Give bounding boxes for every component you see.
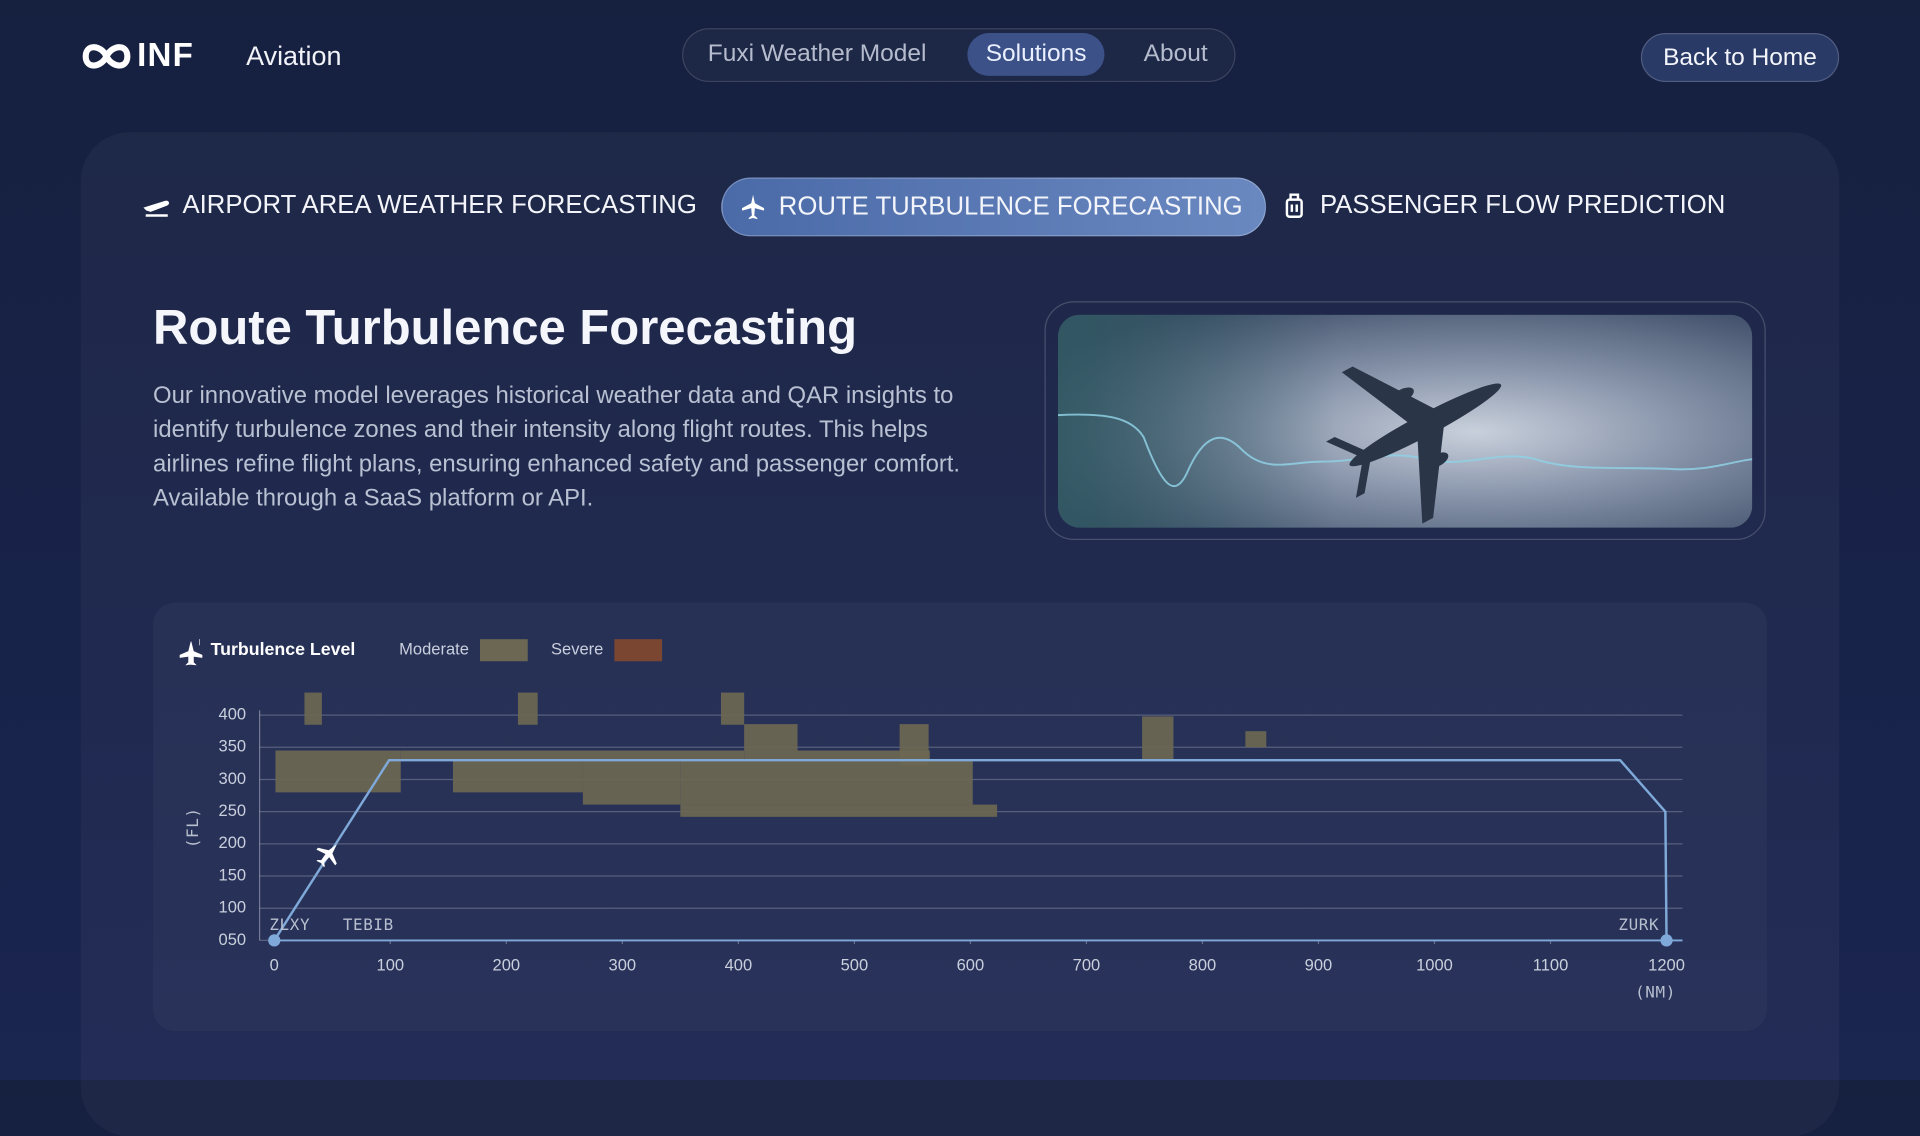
x-tick-label: 1200 xyxy=(1648,955,1685,974)
legend-label: Severe xyxy=(551,640,603,659)
x-tick-label: 200 xyxy=(493,955,521,974)
turbulence-box xyxy=(400,750,745,761)
turbulence-box xyxy=(720,692,745,725)
turbulence-box xyxy=(1245,731,1267,748)
x-tick-label: 500 xyxy=(841,955,869,974)
tab-label: PASSENGER FLOW PREDICTION xyxy=(1320,191,1726,220)
turbulence-box xyxy=(452,760,583,793)
tab-label: AIRPORT AREA WEATHER FORECASTING xyxy=(182,191,697,220)
back-button[interactable]: Back to Home xyxy=(1640,33,1840,83)
y-axis-label: (FL) xyxy=(183,807,202,848)
y-tick-label: 150 xyxy=(219,865,247,884)
y-tick-label: 300 xyxy=(219,769,247,788)
x-tick-label: 100 xyxy=(377,955,405,974)
x-tick-label: 1100 xyxy=(1533,955,1569,974)
icon xyxy=(742,194,765,220)
turbulence-box xyxy=(582,760,681,805)
logo[interactable]: INF xyxy=(81,37,194,75)
y-tick-label: 100 xyxy=(219,898,247,917)
legend-label: Moderate xyxy=(399,640,469,659)
x-tick-label: 900 xyxy=(1305,955,1333,974)
nav-item[interactable]: About xyxy=(1143,40,1208,68)
turbulence-box xyxy=(517,692,538,725)
waypoint-label: ZLXY xyxy=(269,915,310,934)
y-tick-label: 050 xyxy=(219,930,247,949)
x-tick-label: 1000 xyxy=(1416,955,1453,974)
turbulence-box xyxy=(899,724,929,766)
logo-text: INF xyxy=(137,36,195,74)
y-tick-label: 400 xyxy=(219,704,247,723)
image-frame xyxy=(1044,301,1766,541)
legend-icon xyxy=(179,639,203,666)
turbulence-box xyxy=(275,750,401,793)
page: INF Aviation Fuxi Weather Model Solution… xyxy=(0,0,1920,1080)
turbulence-box xyxy=(304,692,322,725)
legend-title: Turbulence Level xyxy=(211,639,356,659)
logo-mark xyxy=(82,43,131,68)
tab-active[interactable]: ROUTE TURBULENCE FORECASTING xyxy=(721,177,1266,237)
x-tick-label: 700 xyxy=(1073,955,1101,974)
y-tick-label: 250 xyxy=(219,801,247,820)
tab[interactable]: PASSENGER FLOW PREDICTION xyxy=(1281,178,1725,234)
route-line xyxy=(273,758,1668,942)
x-tick-label: 800 xyxy=(1189,955,1217,974)
turbulence-box xyxy=(744,750,930,761)
section-title: Route Turbulence Forecasting xyxy=(153,301,858,356)
x-tick-label: 600 xyxy=(957,955,985,974)
turbulence-box xyxy=(1142,716,1174,761)
turbulence-box xyxy=(744,724,798,751)
brand: Aviation xyxy=(246,40,342,72)
tab[interactable]: AIRPORT AREA WEATHER FORECASTING xyxy=(143,178,697,234)
hero-image xyxy=(1057,314,1753,528)
section-body: Our innovative model leverages historica… xyxy=(153,382,961,512)
route-endpoint xyxy=(268,934,281,947)
plane-icon xyxy=(316,844,337,868)
x-tick-label: 0 xyxy=(270,955,279,974)
x-tick-label: 300 xyxy=(609,955,637,974)
tab-label: ROUTE TURBULENCE FORECASTING xyxy=(778,192,1243,221)
turbulence-box xyxy=(680,804,998,817)
turbulence-box xyxy=(680,760,973,805)
route-endpoint xyxy=(1660,934,1673,947)
stage: INF Aviation Fuxi Weather Model Solution… xyxy=(81,28,1840,1031)
y-tick-label: 200 xyxy=(219,833,247,852)
nav-item-active[interactable]: Solutions xyxy=(967,33,1105,76)
waypoint-label: ZURK xyxy=(1618,915,1659,934)
nav: Fuxi Weather Model Solutions About xyxy=(682,28,1236,83)
nav-item[interactable]: Fuxi Weather Model xyxy=(707,40,927,68)
x-tick-label: 400 xyxy=(725,955,753,974)
y-tick-label: 350 xyxy=(219,737,247,756)
x-axis-label: (NM) xyxy=(1635,983,1676,1002)
chart: Turbulence Level Moderate Severe 050 100 150… xyxy=(179,639,1685,1002)
legend-swatch xyxy=(479,639,528,662)
waypoint-label: TEBIB xyxy=(343,915,394,934)
chart-panel: Turbulence Level Moderate Severe 050 100 150… xyxy=(153,602,1767,1031)
icon xyxy=(143,200,170,217)
legend-swatch xyxy=(614,639,663,662)
icon xyxy=(1285,193,1303,218)
